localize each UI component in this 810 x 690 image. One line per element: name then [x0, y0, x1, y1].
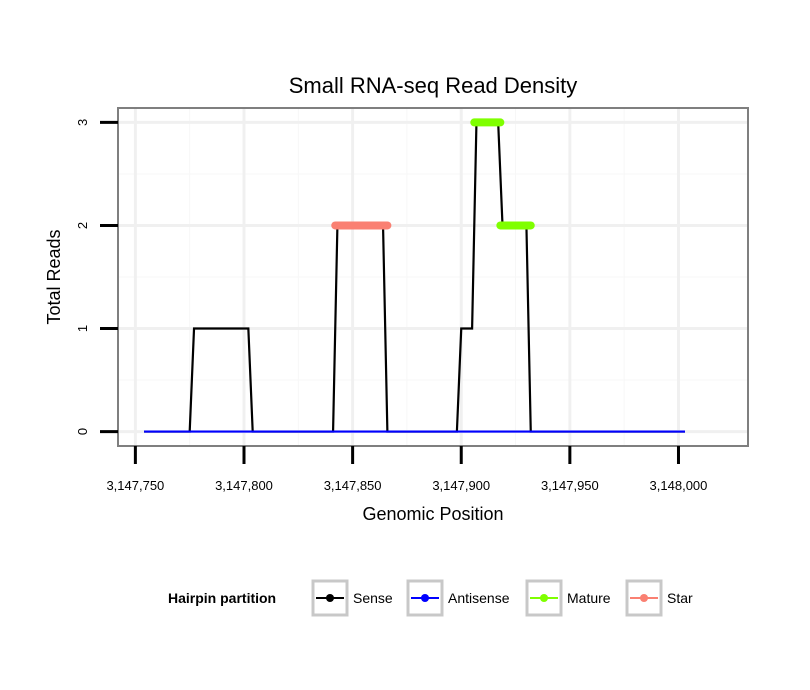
legend-key-point	[421, 594, 429, 602]
y-tick-label: 3	[75, 119, 90, 126]
x-axis-title: Genomic Position	[362, 504, 503, 524]
series-layer	[144, 118, 685, 433]
y-axis-title: Total Reads	[44, 229, 64, 324]
x-tick-label: 3,147,800	[215, 478, 273, 493]
plot-border	[117, 107, 749, 447]
legend-item-antisense: Antisense	[406, 579, 510, 617]
legend-label: Mature	[567, 590, 611, 606]
y-tick-label: 0	[75, 428, 90, 435]
legend-item-mature: Mature	[525, 579, 611, 617]
x-tick-label: 3,148,000	[650, 478, 708, 493]
legend-title: Hairpin partition	[168, 590, 276, 606]
y-axis: 0 1 2 3	[75, 119, 118, 435]
x-tick-label: 3,147,900	[432, 478, 490, 493]
legend-item-sense: Sense	[311, 579, 393, 617]
chart-title: Small RNA-seq Read Density	[289, 73, 578, 98]
y-tick-label: 2	[75, 222, 90, 229]
legend-label: Star	[667, 590, 693, 606]
x-tick-label: 3,147,850	[324, 478, 382, 493]
legend-key-point	[640, 594, 648, 602]
legend-item-star: Star	[625, 579, 693, 617]
legend-key-point	[540, 594, 548, 602]
x-tick-label: 3,147,750	[106, 478, 164, 493]
legend-label: Sense	[353, 590, 393, 606]
legend: Hairpin partition Sense Antisense Mature St…	[168, 579, 693, 617]
legend-key-point	[326, 594, 334, 602]
legend-label: Antisense	[448, 590, 510, 606]
y-tick-label: 1	[75, 325, 90, 332]
x-tick-label: 3,147,950	[541, 478, 599, 493]
x-axis: 3,147,750 3,147,800 3,147,850 3,147,900 3,14…	[106, 446, 707, 493]
